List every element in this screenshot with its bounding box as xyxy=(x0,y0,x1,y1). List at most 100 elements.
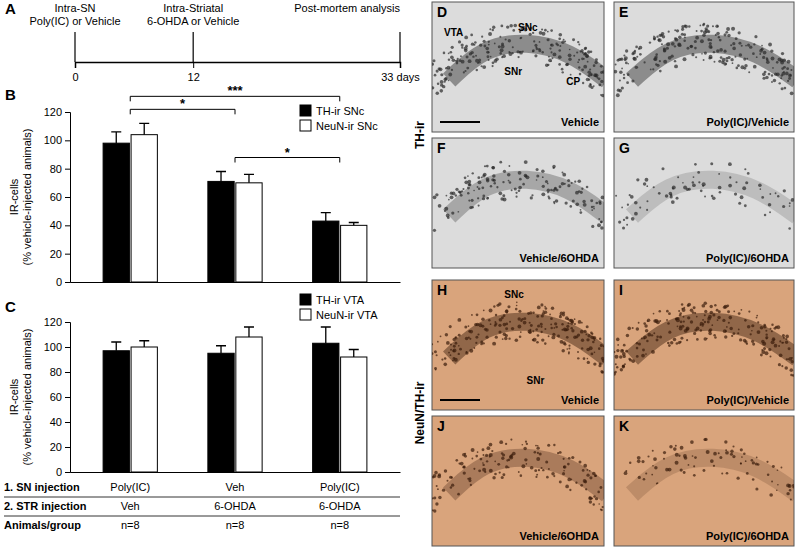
stain-dot xyxy=(719,191,722,194)
stain-dot xyxy=(757,330,761,334)
stain-dot xyxy=(575,482,577,484)
stain-dot xyxy=(626,224,628,226)
stain-dot xyxy=(508,338,510,340)
stain-dot xyxy=(756,315,758,317)
scale-bar xyxy=(440,121,480,123)
stain-dot xyxy=(615,64,617,66)
stain-dot xyxy=(534,54,537,57)
stain-dot xyxy=(566,328,569,331)
stain-dot xyxy=(494,43,496,45)
event-label: Poly(IC) or Vehicle xyxy=(29,15,120,27)
stain-dot xyxy=(436,354,438,356)
stain-dot xyxy=(548,335,550,337)
axis-title: (% vehicle-injected animals) xyxy=(21,129,33,266)
error-bar xyxy=(244,174,254,183)
stain-dot xyxy=(501,476,504,479)
stain-dot xyxy=(434,74,437,77)
stain-dot xyxy=(581,57,584,60)
stain-dot xyxy=(738,42,741,45)
stain-dot xyxy=(461,47,463,49)
event-label: 6-OHDA or Vehicle xyxy=(147,15,239,27)
stain-dot xyxy=(637,459,641,463)
stain-dot xyxy=(730,453,733,456)
stain-dot xyxy=(455,342,458,345)
stain-dot xyxy=(586,325,589,328)
stain-dot xyxy=(490,323,492,325)
stain-dot xyxy=(549,47,551,49)
stain-dot xyxy=(777,484,779,486)
stain-dot xyxy=(718,173,720,175)
stain-dot xyxy=(769,211,771,213)
stain-dot xyxy=(470,34,473,37)
stain-dot xyxy=(755,488,758,491)
stain-dot xyxy=(588,496,592,500)
stain-dot xyxy=(502,338,504,340)
stain-dot xyxy=(732,47,736,51)
bar xyxy=(131,347,157,472)
stain-dot xyxy=(789,74,791,76)
stain-dot xyxy=(782,334,785,337)
stain-dot xyxy=(698,181,700,183)
stain-dot xyxy=(745,45,747,47)
stain-dot xyxy=(647,320,649,322)
stain-dot xyxy=(585,488,587,490)
stain-dot xyxy=(656,320,660,324)
stain-dot xyxy=(547,444,550,447)
stain-dot xyxy=(683,57,687,61)
stain-dot xyxy=(536,446,539,449)
stain-dot xyxy=(500,24,503,27)
texture xyxy=(615,162,794,230)
significance-label: * xyxy=(180,96,186,111)
stain-dot xyxy=(482,464,484,466)
tick-mark xyxy=(65,472,70,473)
stain-dot xyxy=(779,82,781,84)
event-marker xyxy=(74,32,75,62)
stain-dot xyxy=(709,328,713,332)
stain-dot xyxy=(590,74,592,76)
stain-dot xyxy=(436,485,438,487)
condition-label: Vehicle xyxy=(561,116,599,128)
stain-dot xyxy=(595,202,598,205)
stain-dot xyxy=(435,193,438,196)
table-cell: n=8 xyxy=(121,519,140,531)
stain-dot xyxy=(668,344,671,347)
stain-dot xyxy=(562,313,565,316)
nucleus-band xyxy=(449,322,604,358)
stain-dot xyxy=(464,70,466,72)
stain-dot xyxy=(489,309,493,313)
stain-dot xyxy=(545,180,548,183)
stain-dot xyxy=(493,179,496,182)
stain-dot xyxy=(579,73,582,76)
stain-dot xyxy=(595,58,598,61)
stain-dot xyxy=(460,194,463,197)
stain-dot xyxy=(762,56,765,59)
tick-mark xyxy=(65,254,70,255)
stain-dot xyxy=(743,453,746,456)
row-label: Animals/group xyxy=(4,519,81,531)
stain-dot xyxy=(702,182,706,186)
stain-dot xyxy=(512,29,515,32)
stain-dot xyxy=(686,339,688,341)
stain-dot xyxy=(769,493,773,497)
stain-dot xyxy=(467,192,470,195)
stain-dot xyxy=(561,41,564,44)
stain-dot xyxy=(739,53,742,56)
stain-dot xyxy=(732,455,735,458)
stain-dot xyxy=(770,49,773,52)
stain-dot xyxy=(597,223,601,227)
stain-dot xyxy=(558,37,561,40)
tick-mark xyxy=(65,225,70,226)
stain-dot xyxy=(447,480,449,482)
stain-dot xyxy=(668,31,670,33)
region-label: SNc xyxy=(504,289,524,300)
stain-dot xyxy=(678,35,682,39)
stain-dot xyxy=(669,192,673,196)
stain-dot xyxy=(718,60,721,63)
stain-dot xyxy=(619,71,623,75)
stain-dot xyxy=(661,167,664,170)
stain-dot xyxy=(786,492,789,495)
stain-dot xyxy=(677,43,681,47)
stain-dot xyxy=(552,57,554,59)
stain-dot xyxy=(560,340,564,344)
stain-dot xyxy=(600,226,604,230)
